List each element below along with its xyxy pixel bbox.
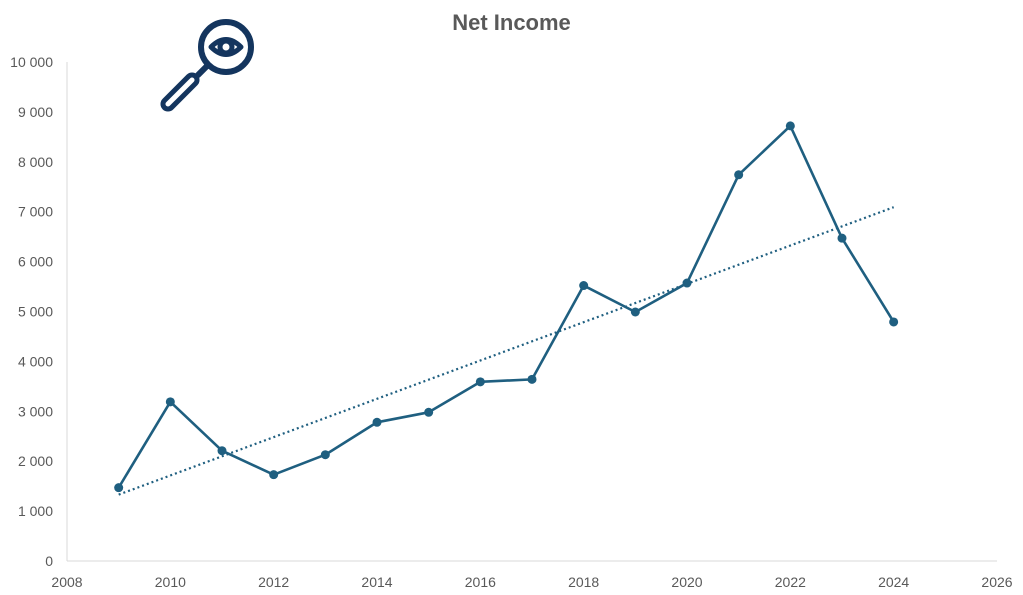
x-tick-label: 2010: [155, 574, 186, 590]
y-tick-label: 10 000: [10, 54, 53, 70]
y-tick-labels: 0 1 000 2 000 3 000 4 000 5 000 6 000 7 000 8 00…: [10, 54, 53, 569]
data-point: [682, 278, 692, 288]
data-point: [269, 470, 279, 480]
x-tick-label: 2018: [568, 574, 599, 590]
x-tick-label: 2014: [361, 574, 392, 590]
x-tick-label: 2012: [258, 574, 289, 590]
y-tick-label: 1 000: [18, 503, 53, 519]
series-line: [117, 124, 895, 489]
x-tick-label: 2024: [878, 574, 909, 590]
data-point: [837, 233, 847, 243]
y-tick-label: 0: [45, 553, 53, 569]
y-tick-label: 8 000: [18, 154, 53, 170]
x-tick-label: 2016: [465, 574, 496, 590]
x-tick-label: 2022: [775, 574, 806, 590]
x-tick-label: 2020: [671, 574, 702, 590]
data-point: [165, 397, 175, 407]
y-tick-label: 5 000: [18, 304, 53, 320]
chart-title: Net Income: [452, 10, 571, 35]
x-tick-label: 2026: [981, 574, 1012, 590]
data-point: [630, 307, 640, 317]
data-points: [114, 121, 899, 493]
magnifier-eye-icon: [160, 19, 254, 112]
x-tick-labels: 2008 2010 2012 2014 2016 2018 2020 2022 2024 2026: [51, 574, 1012, 590]
data-point: [217, 446, 227, 456]
data-point: [785, 121, 795, 131]
y-tick-label: 9 000: [18, 104, 53, 120]
data-point: [579, 281, 589, 291]
x-tick-label: 2008: [51, 574, 82, 590]
data-point: [527, 374, 537, 384]
data-point: [424, 407, 434, 417]
trendline: [118, 206, 895, 496]
data-point: [734, 170, 744, 180]
y-tick-label: 2 000: [18, 453, 53, 469]
y-tick-label: 4 000: [18, 353, 53, 369]
data-point: [889, 317, 899, 327]
y-tick-label: 3 000: [18, 403, 53, 419]
data-point: [372, 417, 382, 427]
data-point: [114, 483, 124, 493]
data-point: [475, 377, 485, 387]
data-point: [320, 450, 330, 460]
y-tick-label: 6 000: [18, 254, 53, 270]
y-tick-label: 7 000: [18, 204, 53, 220]
